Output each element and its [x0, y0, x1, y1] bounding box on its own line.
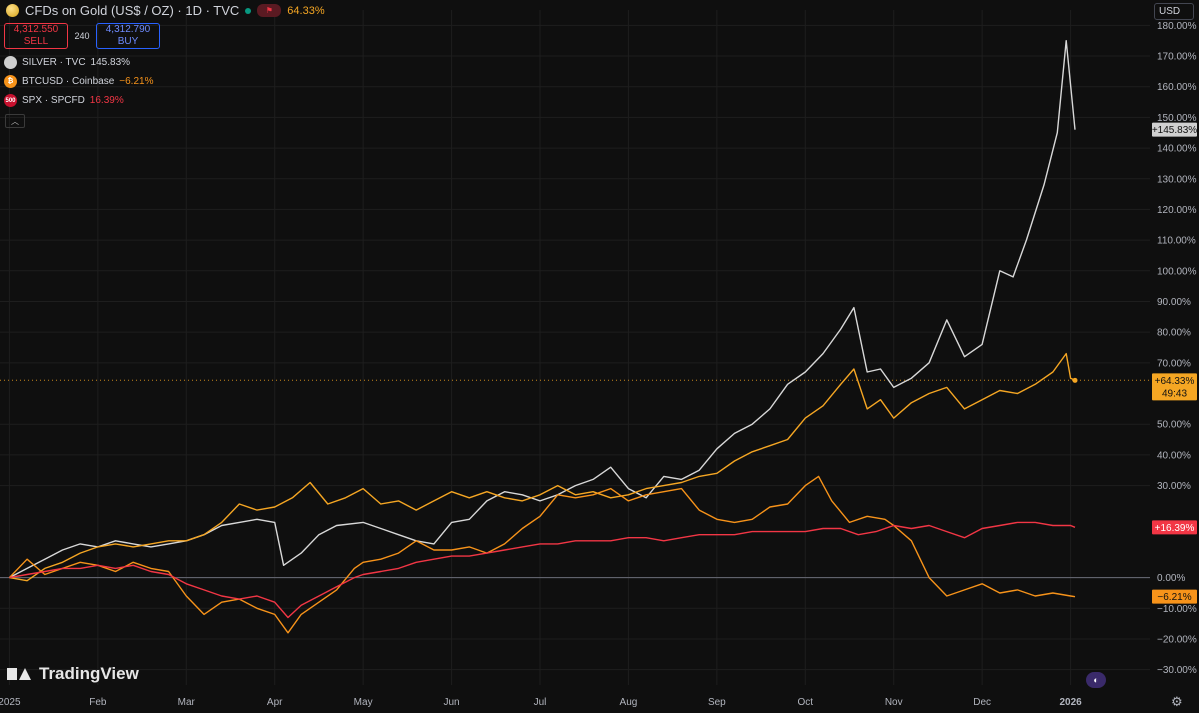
y-tick-label-6: 120.00% [1157, 205, 1197, 216]
series-line-2 [8, 475, 1076, 634]
x-tick-label-3: Apr [267, 697, 283, 708]
legend-label: SPX · SPCFD [22, 95, 85, 106]
y-tick-label-1: 170.00% [1157, 52, 1197, 63]
y-tick-label-15: 0.00% [1157, 573, 1185, 584]
x-tick-label-8: Sep [708, 697, 726, 708]
last-value-label-2: −6.21% [1157, 592, 1191, 603]
flag-icon[interactable]: ⚑ [257, 4, 282, 17]
collapse-legend-button[interactable]: ︿ [5, 114, 25, 128]
bar-countdown-label: 49:43 [1162, 388, 1187, 399]
x-tick-label-6: Jul [534, 697, 547, 708]
last-value-tag-2 [1152, 589, 1197, 604]
x-tick-label-7: Aug [620, 697, 638, 708]
buy-price: 4,312.790 [105, 24, 151, 35]
y-tick-label-7: 110.00% [1157, 236, 1196, 247]
y-tick-label-0: 180.00% [1157, 21, 1197, 32]
symbol-title[interactable]: CFDs on Gold (US$ / OZ) · 1D · TVC [25, 3, 240, 18]
y-tick-label-4: 140.00% [1157, 144, 1197, 155]
currency-selector[interactable]: USD [1154, 3, 1194, 20]
y-tick-label-11: 70.00% [1157, 358, 1191, 369]
y-tick-label-18: −30.00% [1157, 665, 1197, 676]
last-value-tag-gold [1152, 373, 1197, 401]
last-value-label-3: +16.39% [1155, 523, 1195, 534]
legend-item-btcusd[interactable]: ₿ BTCUSD · Coinbase −6.21% [4, 75, 153, 88]
y-tick-label-5: 130.00% [1157, 174, 1197, 185]
branding-text: TradingView [39, 664, 139, 683]
spread-value: 240 [74, 31, 90, 41]
tradingview-logo-icon [7, 666, 33, 682]
legend-label: BTCUSD · Coinbase [22, 76, 115, 87]
last-value-tag-0 [1152, 122, 1197, 137]
gold-symbol-icon [6, 4, 19, 17]
last-value-tag-3 [1152, 520, 1197, 535]
region-flag-icon[interactable]: ◐ [1086, 672, 1106, 688]
sell-label: SELL [23, 36, 49, 47]
y-tick-label-2: 160.00% [1157, 82, 1197, 93]
trade-panel: 4,312.550 SELL 240 4,312.790 BUY [4, 23, 160, 49]
y-tick-label-17: −20.00% [1157, 634, 1197, 645]
last-value-label-0: +145.83% [1152, 125, 1197, 136]
y-tick-label-10: 80.00% [1157, 328, 1191, 339]
silver-icon [4, 56, 17, 69]
tradingview-logo: TradingView [7, 664, 139, 684]
legend-value: 145.83% [90, 57, 131, 68]
legend-item-spx[interactable]: 500 SPX · SPCFD 16.39% [4, 94, 124, 107]
legend-value: −6.21% [119, 76, 154, 87]
y-tick-label-12: 50.00% [1157, 420, 1191, 431]
x-tick-label-1: Feb [89, 697, 107, 708]
x-tick-label-12: 2026 [1059, 697, 1082, 708]
y-tick-label-13: 40.00% [1157, 450, 1191, 461]
y-tick-label-14: 30.00% [1157, 481, 1191, 492]
x-tick-label-11: Dec [973, 697, 991, 708]
legend-value: 16.39% [89, 95, 124, 106]
buy-label: BUY [117, 36, 139, 47]
series-line-1 [9, 352, 1076, 582]
x-tick-label-5: Jun [444, 697, 460, 708]
bitcoin-icon: ₿ [4, 75, 17, 88]
x-tick-label-2: Mar [178, 697, 196, 708]
chevron-up-icon: ︿ [11, 116, 19, 126]
y-tick-label-3: 150.00% [1157, 113, 1197, 124]
gold-last-point [1072, 377, 1078, 383]
x-tick-label-10: Nov [885, 697, 903, 708]
sell-price: 4,312.550 [13, 24, 59, 35]
chart-header: CFDs on Gold (US$ / OZ) · 1D · TVC ⚑ 64.… [6, 3, 325, 18]
x-tick-label-0: 2025 [0, 697, 21, 708]
settings-gear-icon[interactable]: ⚙ [1171, 694, 1183, 709]
series-line-3 [9, 521, 1076, 619]
market-open-icon [245, 7, 252, 14]
y-tick-label-8: 100.00% [1157, 266, 1197, 277]
y-tick-label-9: 90.00% [1157, 297, 1191, 308]
legend-item-silver[interactable]: SILVER · TVC 145.83% [4, 56, 130, 69]
buy-button[interactable]: 4,312.790 BUY [96, 23, 160, 49]
symbol-change: 64.33% [287, 4, 325, 17]
legend-label: SILVER · TVC [22, 57, 86, 68]
sell-button[interactable]: 4,312.550 SELL [4, 23, 68, 49]
spx-icon: 500 [4, 94, 17, 107]
y-tick-label-16: −10.00% [1157, 604, 1197, 615]
x-tick-label-4: May [354, 697, 373, 708]
x-tick-label-9: Oct [798, 697, 814, 708]
last-value-label-gold: +64.33% [1155, 376, 1195, 387]
